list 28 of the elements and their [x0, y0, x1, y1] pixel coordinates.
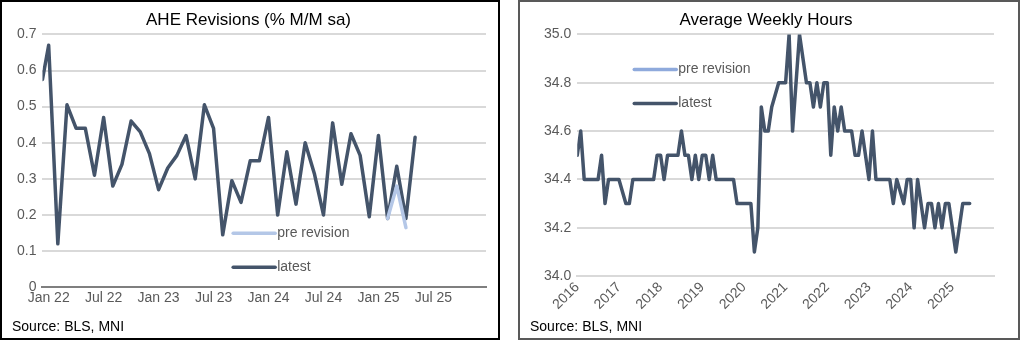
legend-label: pre revision	[678, 60, 751, 77]
y-tick-label: 0.7	[16, 25, 37, 42]
legend-label: pre revision	[277, 224, 350, 241]
x-tick-label: Jan 24	[247, 289, 290, 306]
y-tick-label: 0.2	[16, 205, 37, 222]
legend-label: latest	[277, 258, 311, 275]
x-tick-label: Jul 22	[84, 289, 123, 306]
y-tick-label: 34.0	[544, 266, 572, 283]
y-tick-label: 0.3	[16, 169, 37, 186]
y-tick-label: 0.4	[16, 133, 37, 150]
y-tick-label: 35.0	[544, 25, 572, 42]
y-tick-label: 34.8	[544, 73, 572, 90]
y-tick-label: 0.6	[16, 61, 37, 78]
source-note: Source: BLS, MNI	[12, 318, 125, 334]
source-note: Source: BLS, MNI	[530, 318, 643, 334]
x-tick-label: Jan 25	[357, 289, 400, 306]
chart-title: Average Weekly Hours	[679, 9, 853, 29]
x-tick-label: Jul 23	[194, 289, 233, 306]
y-tick-label: 34.2	[544, 218, 572, 235]
y-tick-label: 0.5	[16, 97, 37, 114]
legend-label: latest	[678, 94, 712, 111]
y-tick-label: 34.4	[544, 170, 572, 187]
x-tick-label: Jul 25	[414, 289, 453, 306]
y-tick-label: 34.6	[544, 121, 572, 138]
y-tick-label: 0.1	[16, 241, 37, 258]
chart-title: AHE Revisions (% M/M sa)	[146, 9, 351, 29]
x-tick-label: Jul 24	[304, 289, 343, 306]
x-tick-label: Jan 23	[137, 289, 180, 306]
